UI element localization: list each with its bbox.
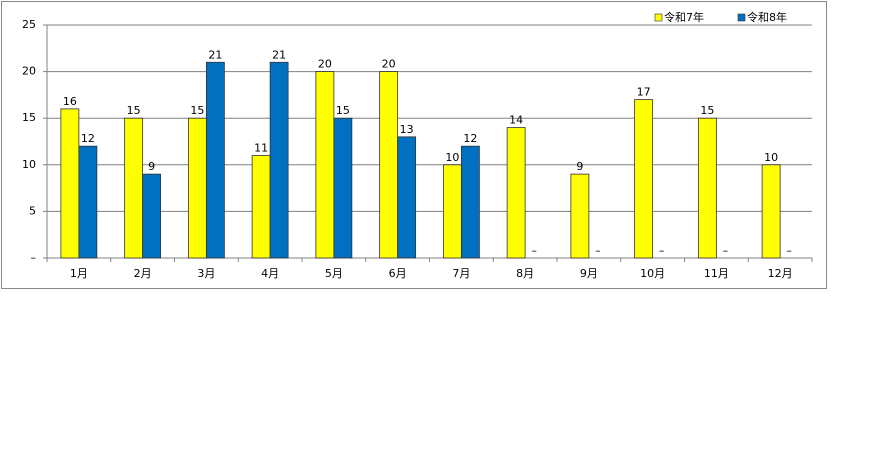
bar (205, 61, 225, 259)
value-label: 14 (509, 114, 523, 127)
legend-label: 令和8年 (747, 10, 787, 24)
value-label: 10 (445, 151, 459, 164)
bar (269, 61, 289, 259)
bar (124, 117, 144, 259)
value-label: 12 (81, 132, 95, 145)
legend-swatch (737, 13, 746, 22)
x-tick-label: 2月 (134, 267, 152, 280)
value-label: 20 (318, 58, 332, 71)
bar (78, 145, 98, 259)
bar (761, 164, 781, 259)
y-tick-label: – (31, 251, 37, 264)
value-label: 10 (764, 151, 778, 164)
bar (697, 117, 717, 259)
bar (506, 127, 526, 259)
value-label: – (659, 244, 665, 257)
bar (442, 164, 462, 259)
x-tick-label: 3月 (197, 267, 215, 280)
y-tick-label: 25 (22, 18, 36, 31)
x-tick-label: 8月 (516, 267, 534, 280)
value-label: 15 (700, 104, 714, 117)
value-label: 9 (576, 160, 583, 173)
y-tick-label: 5 (29, 204, 36, 217)
bar (142, 173, 162, 259)
bar (379, 71, 399, 259)
bar (570, 173, 590, 259)
legend-label: 令和7年 (664, 10, 704, 24)
value-label: 20 (382, 58, 396, 71)
x-tick-label: 10月 (640, 267, 665, 280)
value-label: 11 (254, 141, 268, 154)
bar (634, 99, 654, 259)
value-label: 15 (190, 104, 204, 117)
bar (460, 145, 480, 259)
value-label: 21 (272, 48, 286, 61)
bar (333, 117, 353, 259)
value-label: 15 (127, 104, 141, 117)
x-tick-label: 4月 (261, 267, 279, 280)
x-tick-label: 5月 (325, 267, 343, 280)
x-tick-label: 1月 (70, 267, 88, 280)
value-label: 17 (637, 86, 651, 99)
value-label: 16 (63, 95, 77, 108)
value-label: 15 (336, 104, 350, 117)
x-tick-label: 9月 (580, 267, 598, 280)
x-tick-label: 11月 (704, 267, 729, 280)
bar (251, 155, 271, 259)
value-label: 9 (148, 160, 155, 173)
value-label: – (723, 244, 729, 257)
value-label: – (595, 244, 601, 257)
value-label: – (786, 244, 792, 257)
bar (187, 117, 207, 259)
value-label: 13 (400, 123, 414, 136)
legend-swatch (654, 13, 663, 22)
x-tick-label: 6月 (389, 267, 407, 280)
bar (397, 136, 417, 259)
x-tick-label: 12月 (768, 267, 793, 280)
value-label: – (531, 244, 537, 257)
y-tick-label: 10 (22, 158, 36, 171)
value-label: 12 (463, 132, 477, 145)
bar (315, 71, 335, 259)
value-label: 21 (208, 48, 222, 61)
y-tick-label: 15 (22, 111, 36, 124)
y-tick-label: 20 (22, 65, 36, 78)
bar (60, 108, 80, 259)
x-tick-label: 7月 (452, 267, 470, 280)
